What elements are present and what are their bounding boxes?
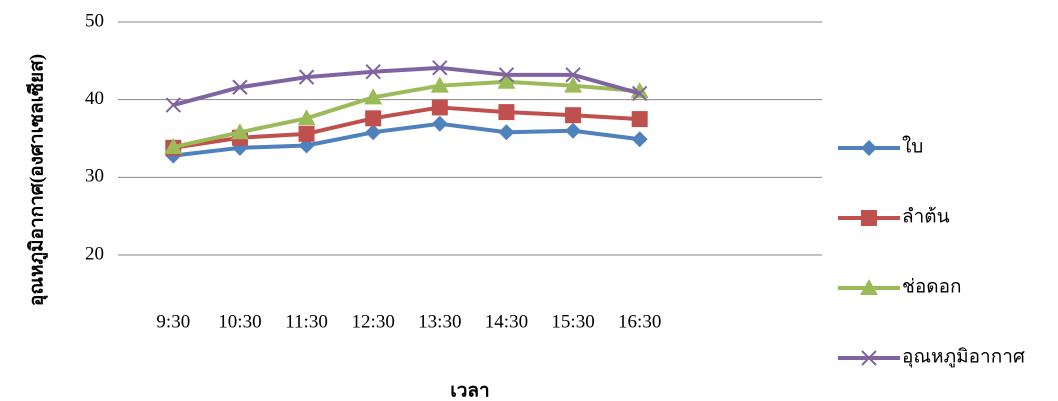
marker <box>432 60 448 76</box>
marker <box>498 104 515 121</box>
marker <box>365 63 381 80</box>
marker <box>497 72 516 89</box>
marker <box>565 107 582 124</box>
x-tick-label: 9:30 <box>156 311 190 332</box>
marker <box>431 115 448 132</box>
marker <box>860 279 878 295</box>
x-tick-label: 14:30 <box>485 311 528 332</box>
marker <box>861 210 877 226</box>
x-tick-label: 10:30 <box>218 311 261 332</box>
marker <box>364 88 383 105</box>
marker <box>631 85 648 102</box>
marker <box>297 109 316 126</box>
marker <box>861 140 877 156</box>
series-line <box>173 121 640 158</box>
marker <box>298 125 315 142</box>
x-axis-title: เวลา <box>450 380 489 401</box>
marker <box>365 124 382 141</box>
marker <box>861 350 877 366</box>
x-tick-label: 16:30 <box>618 311 661 332</box>
y-tick-label: 50 <box>85 10 104 31</box>
y-tick-label: 40 <box>85 88 104 109</box>
marker <box>565 122 582 139</box>
x-tick-label: 15:30 <box>551 311 594 332</box>
marker <box>565 67 581 83</box>
legend-label: ลำต้น <box>902 206 950 227</box>
x-tick-label: 12:30 <box>352 311 395 332</box>
series-line <box>173 105 640 150</box>
x-tick-label: 11:30 <box>285 311 328 332</box>
series-line <box>172 65 641 108</box>
marker <box>498 67 515 83</box>
y-tick-label: 20 <box>85 243 104 264</box>
legend-label: อุณหภูมิอากาศ <box>902 346 1025 368</box>
marker <box>430 76 449 93</box>
y-axis-title: อุณหภูมิอากาศ(องศาเซลเซียส) <box>25 54 48 306</box>
y-tick-label: 30 <box>85 166 104 187</box>
marker <box>564 76 583 93</box>
marker <box>165 97 182 113</box>
marker <box>498 124 515 141</box>
legend-label: ช่อดอก <box>902 276 962 297</box>
marker <box>230 123 249 140</box>
marker <box>232 79 248 95</box>
marker <box>298 69 315 85</box>
marker <box>631 111 648 128</box>
series-line <box>172 79 640 149</box>
legend-label: ใบ <box>902 135 923 157</box>
marker <box>631 131 648 148</box>
marker <box>164 138 183 155</box>
x-tick-label: 13:30 <box>418 311 461 332</box>
marker <box>431 99 448 116</box>
marker <box>365 110 382 127</box>
